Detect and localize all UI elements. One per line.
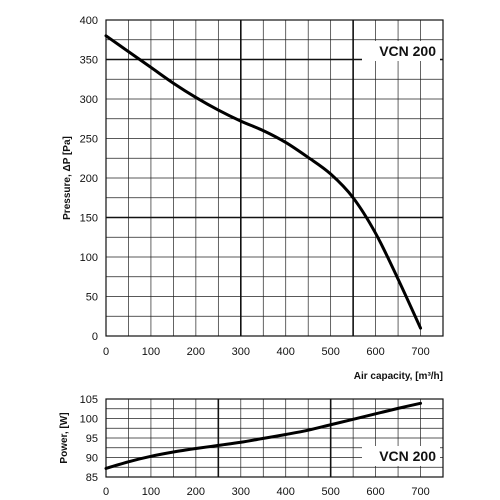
power-x-tick-label: 700 xyxy=(411,486,429,498)
pressure-x-tick-label: 100 xyxy=(142,346,160,358)
pressure-y-tick-label: 100 xyxy=(80,252,98,264)
pressure-y-tick-label: 50 xyxy=(86,292,98,304)
power-x-tick-label: 400 xyxy=(277,486,295,498)
pressure-x-tick-label: 700 xyxy=(411,346,429,358)
pressure-y-tick-label: 400 xyxy=(80,15,98,27)
pressure-x-tick-label: 400 xyxy=(277,346,295,358)
power-x-tick-label: 200 xyxy=(187,486,205,498)
pressure-y-tick-label: 350 xyxy=(80,55,98,67)
power-model-label: VCN 200 xyxy=(379,448,436,464)
pressure-x-axis-title: Air capacity, [m³/h] xyxy=(354,371,443,382)
pressure-x-tick-label: 0 xyxy=(103,346,109,358)
pressure-y-tick-label: 150 xyxy=(80,213,98,225)
power-y-tick-label: 90 xyxy=(86,453,98,465)
power-x-tick-label: 0 xyxy=(103,486,109,498)
pressure-y-tick-label: 250 xyxy=(80,134,98,146)
power-x-tick-label: 100 xyxy=(142,486,160,498)
pressure-x-tick-label: 600 xyxy=(366,346,384,358)
pressure-curve xyxy=(104,34,423,330)
power-x-tick-label: 600 xyxy=(366,486,384,498)
pressure-model-label: VCN 200 xyxy=(379,43,436,59)
pressure-x-tick-label: 300 xyxy=(232,346,250,358)
power-model-label-bg xyxy=(362,446,440,466)
pressure-model-label-bg xyxy=(362,41,440,61)
pressure-y-tick-label: 0 xyxy=(92,331,98,343)
pressure-y-axis-title: Pressure, ΔP [Pa] xyxy=(62,136,73,220)
pressure-x-tick-label: 200 xyxy=(187,346,205,358)
power-plot-frame xyxy=(105,398,444,478)
pressure-y-tick-label: 300 xyxy=(80,94,98,106)
pressure-y-tick-label: 200 xyxy=(80,173,98,185)
power-y-tick-label: 100 xyxy=(80,414,98,426)
power-y-tick-label: 95 xyxy=(86,433,98,445)
power-y-tick-label: 105 xyxy=(80,394,98,406)
power-x-tick-label: 300 xyxy=(232,486,250,498)
power-curve xyxy=(104,401,423,470)
pressure-plot-frame xyxy=(105,19,444,337)
power-x-tick-label: 500 xyxy=(321,486,339,498)
power-y-tick-label: 85 xyxy=(86,472,98,484)
power-y-axis-title: Power, [W] xyxy=(59,412,70,463)
pressure-x-tick-label: 500 xyxy=(321,346,339,358)
